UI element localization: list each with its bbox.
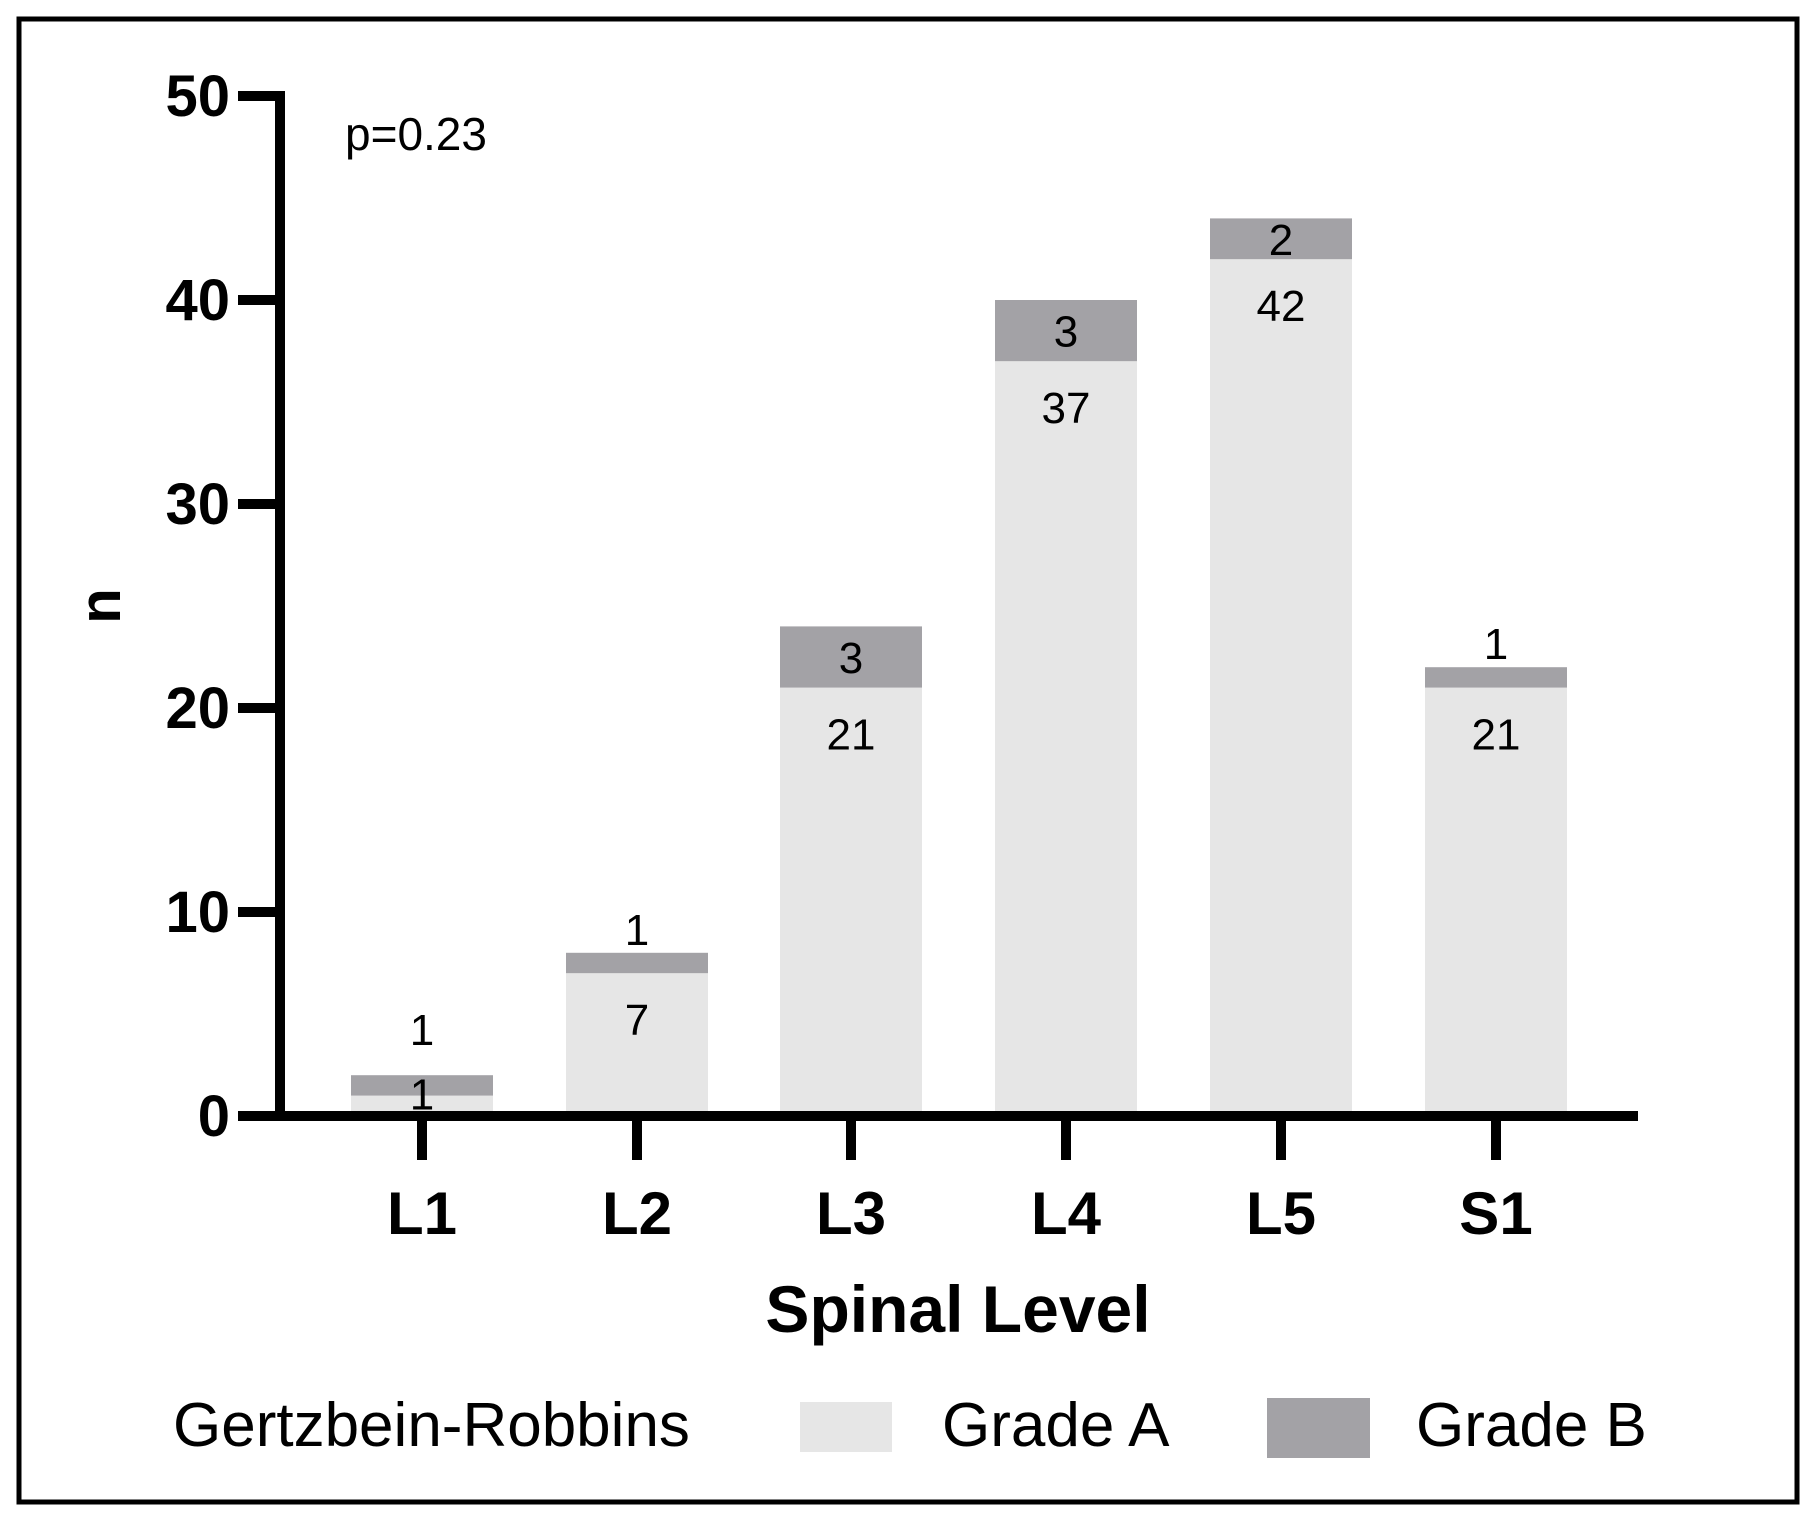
data-label-grade-a: 42 [1257,282,1306,331]
y-tick-label: 0 [198,1084,230,1149]
y-tick-label: 20 [165,676,230,741]
data-label-grade-a: 7 [625,996,649,1045]
legend-swatch-grade-a [800,1402,892,1452]
x-tick-label: L5 [1246,1180,1316,1247]
data-label-grade-b: 3 [839,634,863,683]
data-label-grade-b: 2 [1269,216,1293,265]
bar-grade-a-L2 [566,973,708,1116]
y-tick-label: 40 [165,268,230,333]
bar-grade-b-L5 [1210,218,1352,260]
data-label-grade-b: 3 [1054,308,1078,357]
y-tick-label: 50 [165,64,230,129]
y-axis-label: n [68,588,133,623]
bar-grade-a-L5 [1210,259,1352,1116]
legend-label-grade-b: Grade B [1416,1391,1647,1460]
data-label-grade-b: 1 [625,906,649,955]
bar-grade-a-S1 [1425,687,1567,1116]
bar-grade-b-L4 [995,300,1137,362]
x-axis-label: Spinal Level [765,1272,1150,1346]
x-tick-label: L2 [602,1180,672,1247]
data-label-grade-a: 21 [1472,711,1521,760]
legend: Gertzbein-Robbins Grade A Grade B [173,1391,1647,1460]
bar-grade-b-L3 [780,626,922,688]
data-label-grade-a: 21 [827,711,876,760]
y-tick-label: 10 [165,880,230,945]
bar-grade-a-L3 [780,687,922,1116]
data-label-grade-a: 37 [1042,384,1091,433]
bar-grade-a-L1 [351,1095,493,1116]
x-tick-label: S1 [1459,1180,1532,1247]
bar-grade-b-L2 [566,952,708,974]
x-tick-label: L1 [387,1180,457,1247]
bar-grade-b-L1 [351,1075,493,1096]
x-tick-label: L4 [1031,1180,1102,1247]
x-tick-label: L3 [816,1180,886,1247]
legend-label-grade-a: Grade A [942,1391,1170,1460]
data-label-grade-b: 1 [1484,620,1508,669]
bar-grade-b-S1 [1425,667,1567,688]
y-tick-label: 30 [165,472,230,537]
legend-title: Gertzbein-Robbins [173,1391,690,1460]
legend-swatch-grade-b [1267,1398,1370,1458]
bar-grade-a-L4 [995,361,1137,1116]
p-value-annotation: p=0.23 [345,108,487,160]
data-label-grade-b: 1 [410,1006,434,1055]
